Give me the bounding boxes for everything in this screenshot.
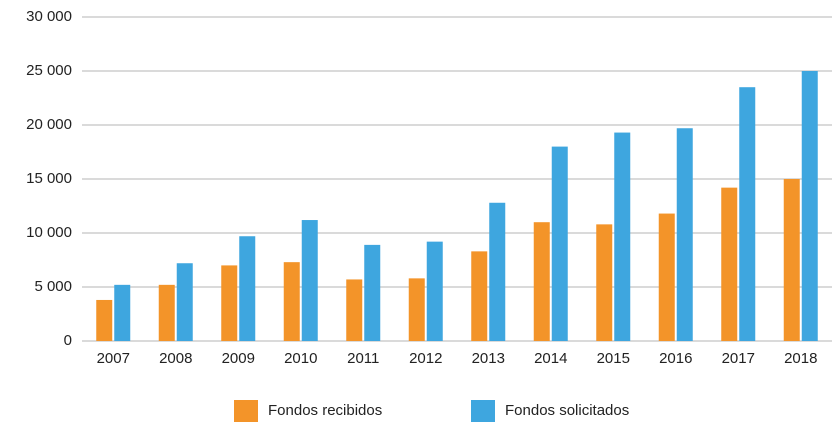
bar xyxy=(658,213,675,341)
bar xyxy=(364,244,381,341)
bar xyxy=(301,220,318,341)
bar xyxy=(96,299,113,341)
bar xyxy=(471,251,488,341)
x-tick-label: 2010 xyxy=(284,350,317,367)
x-tick-label: 2011 xyxy=(347,350,379,367)
x-tick-label: 2014 xyxy=(534,350,567,367)
bar xyxy=(346,279,363,341)
x-tick-label: 2017 xyxy=(722,350,755,367)
bar xyxy=(614,132,631,341)
y-tick-label: 10 000 xyxy=(26,224,72,241)
legend-swatch xyxy=(234,400,258,422)
y-tick-label: 20 000 xyxy=(26,116,72,133)
bar xyxy=(783,179,800,341)
bar xyxy=(801,71,818,341)
legend-label: Fondos recibidos xyxy=(268,402,382,419)
bar xyxy=(239,236,256,341)
y-tick-label: 25 000 xyxy=(26,62,72,79)
bar xyxy=(533,222,550,341)
bar xyxy=(596,224,613,341)
bar xyxy=(408,278,425,341)
y-tick-label: 30 000 xyxy=(26,8,72,25)
bar xyxy=(426,241,443,341)
legend-label: Fondos solicitados xyxy=(505,402,629,419)
bar xyxy=(158,284,175,341)
bar xyxy=(114,284,131,341)
x-tick-label: 2008 xyxy=(159,350,192,367)
bar xyxy=(676,128,693,341)
x-tick-label: 2012 xyxy=(409,350,442,367)
bar xyxy=(551,146,568,341)
x-tick-label: 2015 xyxy=(597,350,630,367)
y-tick-label: 5 000 xyxy=(34,278,72,295)
bar xyxy=(739,87,756,341)
x-tick-label: 2007 xyxy=(97,350,130,367)
legend-swatch xyxy=(471,400,495,422)
x-tick-label: 2013 xyxy=(472,350,505,367)
bar xyxy=(721,187,738,341)
bar xyxy=(283,262,300,341)
bar xyxy=(489,202,506,341)
bar xyxy=(176,263,193,341)
y-tick-label: 15 000 xyxy=(26,170,72,187)
x-tick-label: 2018 xyxy=(784,350,817,367)
x-tick-label: 2016 xyxy=(659,350,692,367)
y-tick-label: 0 xyxy=(64,332,72,349)
bar xyxy=(221,265,238,341)
x-tick-label: 2009 xyxy=(222,350,255,367)
